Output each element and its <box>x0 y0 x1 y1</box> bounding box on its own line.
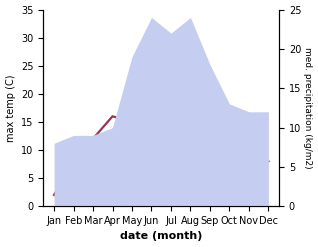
Y-axis label: med. precipitation (kg/m2): med. precipitation (kg/m2) <box>303 47 313 169</box>
X-axis label: date (month): date (month) <box>120 231 203 242</box>
Y-axis label: max temp (C): max temp (C) <box>5 74 16 142</box>
